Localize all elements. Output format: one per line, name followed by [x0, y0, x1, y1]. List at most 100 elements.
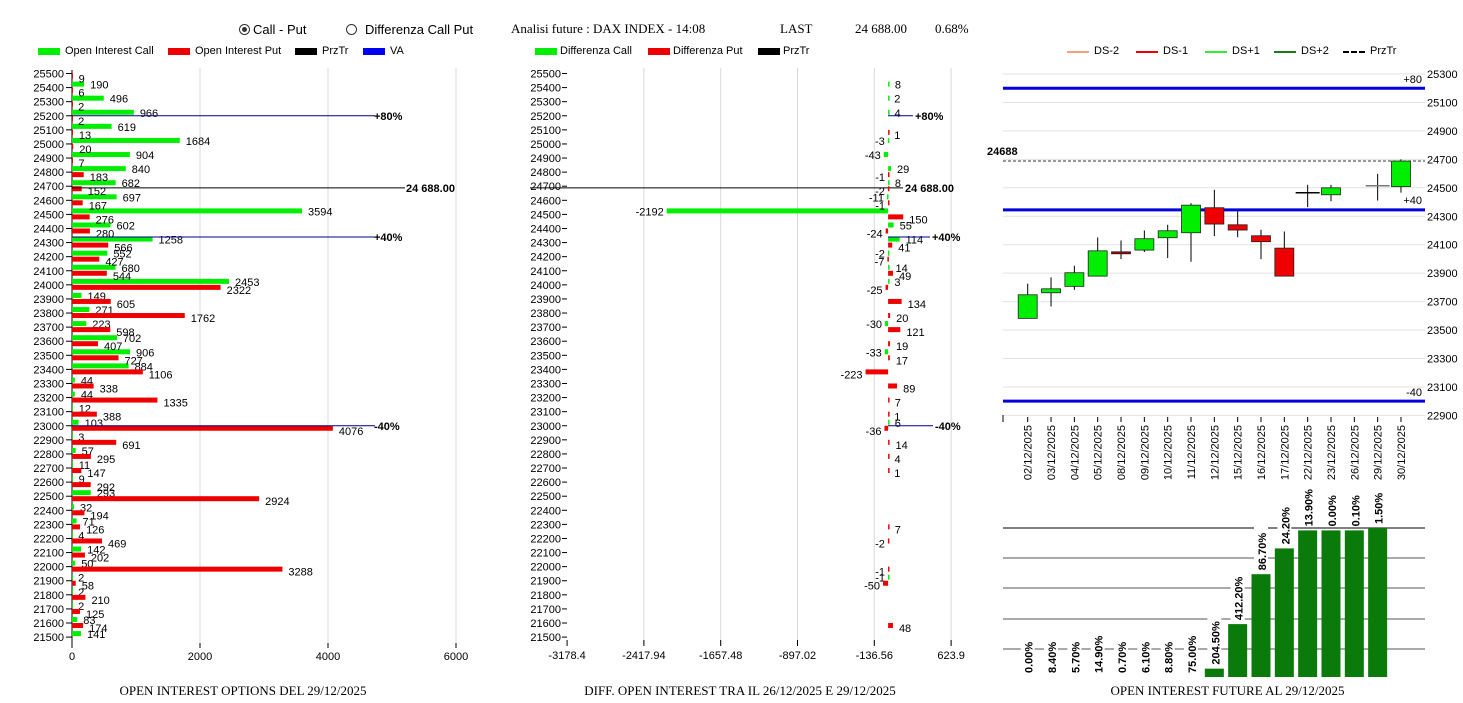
x-tick-label: 623.9	[937, 650, 965, 662]
call-bar	[72, 617, 78, 623]
put-value-label: 295	[97, 454, 115, 466]
strike-label: 24400	[530, 223, 561, 235]
put-bar	[72, 580, 76, 586]
legend-label-ds+2: DS+2	[1301, 45, 1329, 57]
put-diff-bar	[883, 580, 889, 586]
put-diff-bar	[887, 538, 890, 544]
put-diff-label: 49	[899, 271, 911, 283]
strike-label: 23100	[530, 407, 561, 419]
candle-down	[1111, 251, 1131, 255]
put-diff-label: -1	[875, 172, 885, 184]
put-value-label: 727	[125, 355, 143, 367]
strike-label: 22500	[530, 491, 561, 503]
put-diff-bar	[884, 425, 889, 431]
call-diff-bar	[888, 109, 890, 115]
candle-up	[1321, 187, 1341, 196]
call-bar	[72, 631, 82, 637]
strike-label: 21900	[33, 576, 64, 588]
call-value-label: 904	[136, 150, 154, 162]
call-bar	[72, 405, 73, 411]
y-tick-label: 25100	[1427, 97, 1458, 109]
strike-label: 25200	[33, 111, 64, 123]
put-diff-bar	[888, 411, 890, 417]
put-bar	[72, 524, 81, 530]
x-tick-label: 0	[69, 651, 75, 663]
strike-label: 23400	[33, 364, 64, 376]
oi-change-label: 75.00%	[1187, 635, 1199, 673]
call-bar	[72, 504, 75, 510]
put-bar	[72, 143, 74, 149]
call-diff-bar	[887, 250, 890, 256]
legend-line-ds-1	[1136, 51, 1158, 53]
va-level-label: +40%	[932, 232, 961, 244]
va-level-label: +80%	[915, 111, 944, 123]
date-label: 12/12/2025	[1209, 425, 1221, 480]
call-value-label: 840	[132, 164, 150, 176]
put-value-label: 1106	[149, 369, 173, 381]
analysis-title: Analisi future : DAX INDEX - 14:08	[511, 21, 706, 36]
put-bar	[72, 439, 117, 445]
put-value-label: 152	[88, 186, 106, 198]
put-diff-label: 20	[896, 313, 908, 325]
call-value-label: 142	[87, 545, 105, 557]
put-diff-label: -2	[875, 538, 885, 550]
y-tick-label: 24300	[1427, 211, 1458, 223]
strike-label: 22000	[33, 562, 64, 574]
legend-swatch-przt	[295, 48, 317, 55]
put-diff-label: 1	[894, 130, 900, 142]
candle-down	[1204, 207, 1225, 225]
date-label: 09/12/2025	[1139, 425, 1151, 480]
label-bg	[1067, 636, 1082, 673]
strike-label: 22800	[33, 449, 64, 461]
label-bg	[1323, 489, 1338, 527]
call-bar	[72, 321, 87, 327]
x-tick-label: 2000	[188, 651, 212, 663]
strike-label: 21800	[33, 590, 64, 602]
strike-label: 25000	[33, 139, 64, 151]
put-diff-bar	[888, 383, 898, 389]
strike-label: 23500	[530, 350, 561, 362]
oi-future-bar	[1298, 530, 1318, 677]
put-diff-bar	[888, 355, 890, 361]
y-tick-label: 24500	[1427, 183, 1458, 195]
strike-label: 22900	[530, 435, 561, 447]
put-bar	[72, 482, 91, 488]
put-diff-label: 7	[895, 524, 901, 536]
date-label: 23/12/2025	[1326, 425, 1338, 480]
put-bar	[72, 538, 103, 544]
y-tick-label: 23500	[1427, 325, 1458, 337]
oi-future-bar	[1321, 530, 1341, 677]
label-bg	[1137, 636, 1152, 673]
chart-title-oi-future: OPEN INTEREST FUTURE AL 29/12/2025	[1110, 683, 1345, 698]
call-value-label: 680	[122, 263, 140, 275]
put-value-label: 2	[78, 116, 84, 128]
put-value-label: 6	[78, 88, 84, 100]
radio-differenza-call-put[interactable]	[346, 24, 357, 35]
call-value-label: 682	[122, 178, 140, 190]
change-percent: 0.68%	[935, 21, 969, 36]
call-diff-label: -33	[866, 347, 882, 359]
strike-label: 22100	[33, 548, 64, 560]
put-bar	[72, 214, 90, 220]
y-tick-label: 23700	[1427, 297, 1458, 309]
call-diff-label: 2	[894, 94, 900, 106]
call-diff-bar	[888, 236, 900, 242]
radio-call-put-label[interactable]: Call - Put	[253, 22, 307, 37]
strike-label: 25400	[530, 83, 561, 95]
call-value-label: 1258	[159, 235, 183, 247]
call-bar	[72, 180, 116, 186]
put-bar	[72, 101, 73, 107]
radio-differenza-call-put-label[interactable]: Differenza Call Put	[365, 22, 474, 37]
call-diff-label: -3	[875, 136, 885, 148]
put-diff-label: 41	[898, 243, 910, 255]
call-bar	[72, 123, 112, 129]
call-bar	[72, 574, 73, 580]
call-value-label: 619	[118, 122, 136, 134]
legend-line-ds-2	[1067, 51, 1089, 53]
strike-label: 23800	[530, 308, 561, 320]
put-bar	[72, 129, 73, 135]
oi-future-bar	[1274, 548, 1294, 677]
radio-call-put[interactable]	[239, 24, 250, 35]
call-value-label: 1684	[186, 136, 210, 148]
